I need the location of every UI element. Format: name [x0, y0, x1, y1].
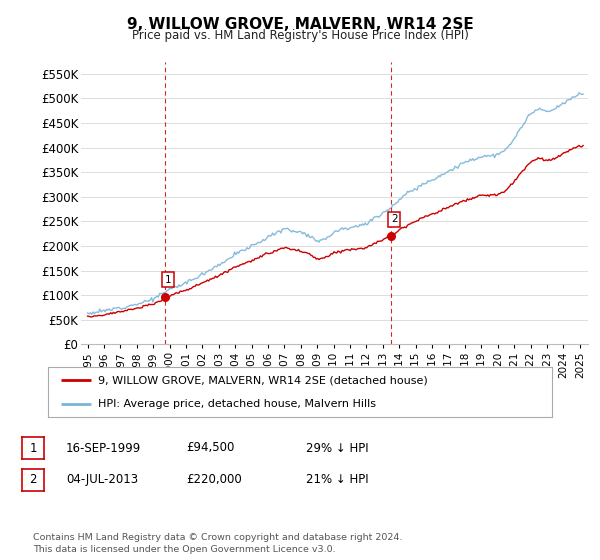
Text: 2: 2	[29, 473, 37, 487]
Text: 29% ↓ HPI: 29% ↓ HPI	[306, 441, 368, 455]
Text: 2: 2	[391, 214, 398, 224]
Text: HPI: Average price, detached house, Malvern Hills: HPI: Average price, detached house, Malv…	[98, 399, 376, 409]
Text: 9, WILLOW GROVE, MALVERN, WR14 2SE (detached house): 9, WILLOW GROVE, MALVERN, WR14 2SE (deta…	[98, 375, 428, 385]
Text: £220,000: £220,000	[186, 473, 242, 487]
Text: 21% ↓ HPI: 21% ↓ HPI	[306, 473, 368, 487]
Text: Price paid vs. HM Land Registry's House Price Index (HPI): Price paid vs. HM Land Registry's House …	[131, 29, 469, 42]
Text: 1: 1	[165, 275, 172, 284]
Text: Contains HM Land Registry data © Crown copyright and database right 2024.
This d: Contains HM Land Registry data © Crown c…	[33, 533, 403, 554]
Text: 1: 1	[29, 441, 37, 455]
Text: £94,500: £94,500	[186, 441, 235, 455]
Text: 9, WILLOW GROVE, MALVERN, WR14 2SE: 9, WILLOW GROVE, MALVERN, WR14 2SE	[127, 17, 473, 32]
Text: 04-JUL-2013: 04-JUL-2013	[66, 473, 138, 487]
Text: 16-SEP-1999: 16-SEP-1999	[66, 441, 141, 455]
